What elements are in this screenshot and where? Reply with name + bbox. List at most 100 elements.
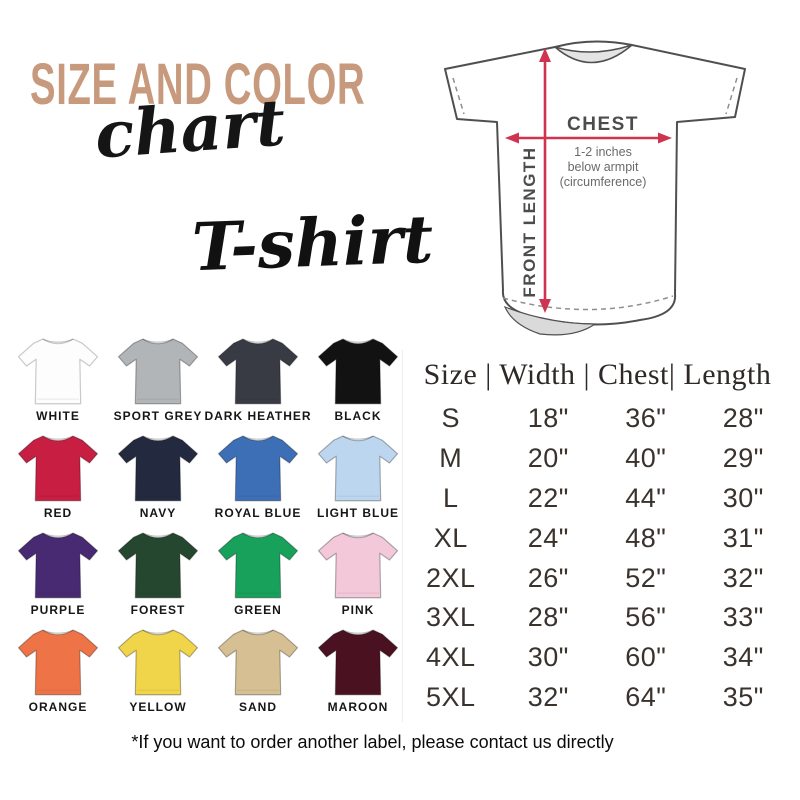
- tshirt-icon: [217, 629, 299, 696]
- size-row-5xl: 5XL 32" 64" 35": [402, 678, 792, 718]
- size-cell-width: 32": [527, 681, 569, 712]
- color-swatch-maroon: MAROON: [308, 625, 408, 722]
- color-name: ROYAL BLUE: [214, 506, 302, 520]
- color-name: BLACK: [334, 409, 382, 423]
- size-table-body: S 18" 36" 28" M 20" 40" 29" L 22" 44" 30" XL 24" 48" 31…: [402, 399, 792, 717]
- size-cell-chest: 52": [625, 562, 667, 593]
- arrowhead-down-icon: [539, 299, 551, 313]
- color-swatch-yellow: YELLOW: [108, 625, 208, 722]
- color-name: YELLOW: [129, 700, 187, 714]
- arrowhead-left-icon: [505, 132, 519, 144]
- diagram-collar: [554, 44, 633, 64]
- title-size-and-color: SIZE AND COLOR: [30, 52, 366, 117]
- size-cell-size: 4XL: [425, 642, 476, 673]
- size-cell-size: 3XL: [425, 602, 476, 633]
- size-cell-chest: 64": [625, 681, 667, 712]
- diagram-hem-stitch: [502, 295, 674, 311]
- color-swatch-navy: NAVY: [108, 431, 208, 528]
- tshirt-icon: [117, 532, 199, 599]
- size-cell-chest: 40": [625, 443, 667, 474]
- diagram-right-sleeve-stitch: [725, 77, 738, 115]
- size-cell-chest: 60": [625, 642, 667, 673]
- chest-note-line2: below armpit: [568, 160, 639, 174]
- color-name: PURPLE: [30, 603, 86, 617]
- color-swatch-forest: FOREST: [108, 528, 208, 625]
- size-cell-width: 22": [527, 482, 569, 513]
- tshirt-icon: [117, 435, 199, 502]
- color-swatch-green: GREEN: [208, 528, 308, 625]
- size-cell-chest: 48": [625, 522, 667, 553]
- size-cell-length: 34": [722, 642, 764, 673]
- color-name: LIGHT BLUE: [317, 506, 399, 520]
- tshirt-icon: [217, 435, 299, 502]
- size-cell-width: 30": [527, 642, 569, 673]
- color-swatch-pink: PINK: [308, 528, 408, 625]
- size-row-l: L 22" 44" 30": [402, 479, 792, 519]
- color-name: NAVY: [139, 506, 177, 520]
- size-cell-length: 28": [722, 403, 764, 434]
- tshirt-icon: [217, 532, 299, 599]
- tshirt-icon: [317, 338, 399, 405]
- color-name: DARK HEATHER: [204, 409, 312, 423]
- tshirt-icon: [317, 435, 399, 502]
- color-swatch-royal-blue: ROYAL BLUE: [208, 431, 308, 528]
- size-cell-chest: 44": [625, 482, 667, 513]
- tshirt-icon: [117, 629, 199, 696]
- color-name: GREEN: [234, 603, 282, 617]
- size-cell-length: 29": [722, 443, 764, 474]
- tshirt-icon: [317, 532, 399, 599]
- size-row-3xl: 3XL 28" 56" 33": [402, 598, 792, 638]
- tshirt-icon: [17, 435, 99, 502]
- size-cell-size: 2XL: [425, 562, 476, 593]
- front-length-label: FRONT LENGTH: [520, 146, 539, 297]
- size-cell-size: M: [439, 443, 463, 474]
- size-cell-chest: 36": [625, 403, 667, 434]
- tshirt-icon: [117, 338, 199, 405]
- arrowhead-up-icon: [539, 48, 551, 62]
- size-row-xl: XL 24" 48" 31": [402, 518, 792, 558]
- size-cell-size: XL: [433, 522, 468, 553]
- chest-note-line1: 1-2 inches: [574, 145, 632, 159]
- size-cell-length: 30": [722, 482, 764, 513]
- color-name: PINK: [341, 603, 375, 617]
- section-divider: [402, 350, 403, 722]
- chest-label: CHEST: [567, 114, 639, 135]
- size-row-s: S 18" 36" 28": [402, 399, 792, 439]
- tshirt-icon: [317, 629, 399, 696]
- size-cell-size: 5XL: [425, 681, 476, 712]
- color-swatch-black: BLACK: [308, 334, 408, 431]
- size-row-2xl: 2XL 26" 52" 32": [402, 558, 792, 598]
- diagram-tshirt-outline: [444, 40, 746, 326]
- color-swatch-orange: ORANGE: [8, 625, 108, 722]
- color-name: WHITE: [36, 409, 80, 423]
- footnote: *If you want to order another label, ple…: [131, 732, 614, 752]
- title-chart: chart: [92, 85, 288, 174]
- measurement-diagram: CHEST 1-2 inches below armpit (circumfer…: [444, 40, 746, 336]
- size-row-4xl: 4XL 30" 60" 34": [402, 638, 792, 678]
- size-cell-width: 28": [527, 602, 569, 633]
- color-name: MAROON: [327, 700, 389, 714]
- size-cell-width: 20": [527, 443, 569, 474]
- diagram-hem-underside: [503, 305, 597, 336]
- color-name: FOREST: [130, 603, 186, 617]
- tshirt-icon: [17, 629, 99, 696]
- size-cell-length: 31": [722, 522, 764, 553]
- color-swatch-purple: PURPLE: [8, 528, 108, 625]
- title-product-tshirt: T-shirt: [190, 199, 435, 287]
- tshirt-icon: [217, 338, 299, 405]
- size-cell-length: 32": [722, 562, 764, 593]
- size-cell-length: 35": [722, 681, 764, 712]
- size-cell-length: 33": [722, 602, 764, 633]
- size-cell-chest: 56": [625, 602, 667, 633]
- size-cell-size: L: [442, 482, 459, 513]
- size-cell-width: 24": [527, 522, 569, 553]
- color-grid: WHITE SPORT GREY DARK HEATHER BLACK RED NAVY R…: [8, 334, 408, 722]
- color-swatch-white: WHITE: [8, 334, 108, 431]
- color-name: SPORT GREY: [113, 409, 203, 423]
- color-swatch-light-blue: LIGHT BLUE: [308, 431, 408, 528]
- color-name: ORANGE: [28, 700, 88, 714]
- size-row-m: M 20" 40" 29": [402, 439, 792, 479]
- tshirt-icon: [17, 532, 99, 599]
- diagram-left-sleeve-stitch: [452, 77, 465, 115]
